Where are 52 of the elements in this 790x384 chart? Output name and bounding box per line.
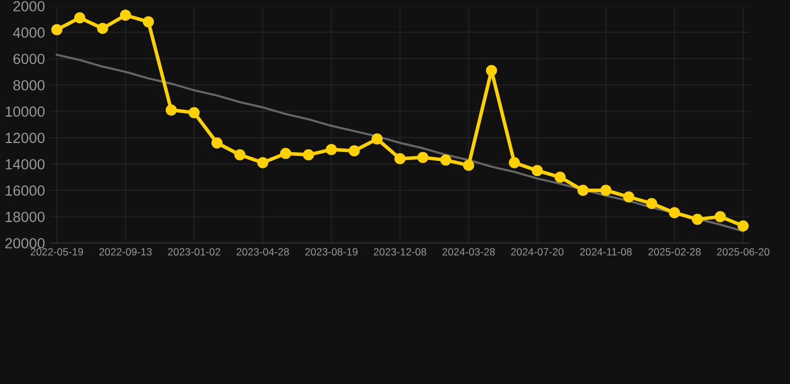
point (532, 165, 543, 176)
y-tick-label: 6000 (13, 54, 45, 64)
point (166, 104, 177, 116)
point (234, 149, 246, 160)
point (600, 184, 612, 196)
point (280, 148, 292, 160)
point (348, 145, 360, 156)
point (211, 137, 223, 148)
y-tick-label: 12000 (6, 132, 45, 144)
point (486, 64, 498, 76)
point (463, 160, 474, 171)
point (51, 24, 62, 36)
point (623, 191, 634, 202)
x-tick-label: 2024-07-20 (511, 248, 564, 256)
y-tick-label: 2000 (13, 1, 45, 12)
point (74, 12, 86, 24)
point (508, 157, 520, 168)
x-tick-label: 2023-08-19 (305, 248, 358, 256)
y-tick-label: 10000 (6, 106, 45, 117)
point (668, 207, 680, 218)
x-tick-label: 2025-06-20 (717, 248, 770, 256)
point (302, 149, 314, 160)
x-tick-label: 2023-12-08 (374, 248, 426, 256)
y-tick-label: 18000 (6, 212, 45, 222)
point (326, 144, 337, 156)
point (417, 152, 428, 163)
x-tick-label: 2025-02-28 (648, 248, 701, 256)
x-tick-label: 2023-04-28 (236, 248, 289, 256)
point (646, 198, 658, 210)
point (577, 184, 589, 196)
x-tick-label: 2024-03-28 (442, 248, 495, 256)
x-tick-label: 2023-01-02 (168, 248, 220, 256)
point (554, 172, 566, 183)
point (738, 220, 749, 232)
x-tick-label: 2024-11-08 (580, 248, 632, 256)
y-tick-label: 4000 (13, 27, 45, 38)
point (97, 22, 108, 34)
x-tick-label: 2022-05-19 (30, 248, 84, 256)
point (120, 10, 132, 21)
point (142, 16, 154, 28)
point (714, 211, 726, 222)
y-tick-label: 8000 (13, 80, 45, 90)
point (440, 154, 452, 166)
point (372, 133, 383, 145)
x-tick-label: 2022-09-13 (99, 248, 152, 256)
point (257, 157, 268, 168)
y-tick-label: 20000 (5, 238, 45, 248)
y-tick-label: 16000 (6, 185, 45, 196)
point (188, 107, 200, 118)
point (692, 214, 703, 225)
y-tick-label: 14000 (6, 159, 45, 170)
point (394, 153, 406, 164)
